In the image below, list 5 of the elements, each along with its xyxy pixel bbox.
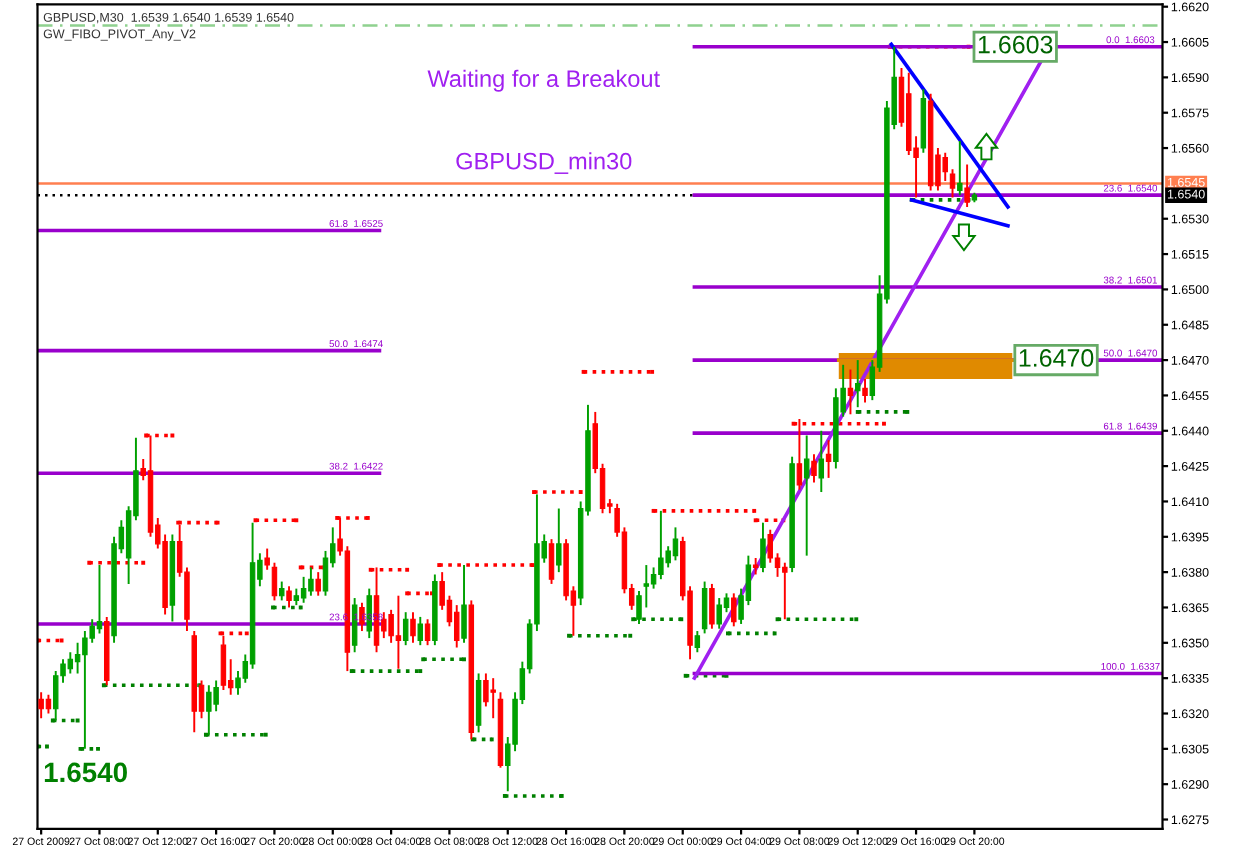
text: Waiting for a Breakout	[427, 69, 660, 92]
annotation: 1.6540	[44, 762, 127, 783]
annotation: 1.6470	[1019, 349, 1094, 367]
text: GBPUSD_min30	[456, 152, 632, 174]
annotation: 1.6603	[978, 35, 1053, 54]
